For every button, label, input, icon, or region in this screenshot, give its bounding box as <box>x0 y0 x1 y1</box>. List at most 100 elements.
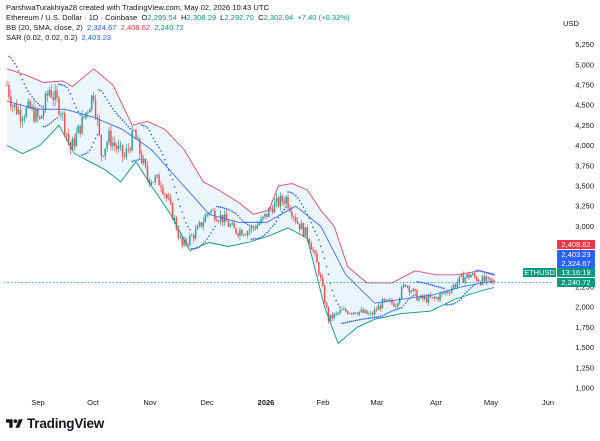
candle-body <box>206 214 208 216</box>
sar-dot <box>285 206 287 209</box>
sar-dot <box>52 120 54 122</box>
candle-body <box>183 239 185 246</box>
sar-legend-label[interactable]: SAR (0.02, 0.02, 0.2) <box>6 33 78 42</box>
sar-dot <box>291 192 293 194</box>
x-tick-label: May <box>484 398 498 407</box>
sar-dot <box>71 98 74 100</box>
candle-body <box>466 273 468 278</box>
candle-body <box>44 93 47 110</box>
candle-body <box>166 194 168 199</box>
x-tick-label: Apr <box>430 398 442 407</box>
close-value: 2,302.94 <box>263 13 294 22</box>
candle-body <box>398 298 401 304</box>
candle-body <box>485 276 488 282</box>
candle-body <box>364 310 366 313</box>
candle-body <box>308 238 310 243</box>
sar-dot <box>87 151 89 153</box>
candle-body <box>285 196 287 204</box>
sar-dot <box>341 322 343 325</box>
open-label: O <box>141 13 148 22</box>
sar-dot <box>310 221 312 224</box>
candle-body <box>366 310 368 315</box>
candle-body <box>52 97 54 100</box>
sar-dot <box>366 317 368 320</box>
candle-body <box>370 312 372 314</box>
sar-dot <box>33 98 35 100</box>
y-tick-label: 4,250 <box>575 121 594 130</box>
sar-dot <box>350 320 353 323</box>
sar-dot <box>373 316 376 319</box>
candle-body <box>487 276 489 278</box>
y-tick-label: 5,250 <box>575 40 594 49</box>
candle-body <box>300 223 303 230</box>
candle-body <box>179 236 181 238</box>
tradingview-brand-text: TradingView <box>27 416 105 431</box>
sar-dot <box>223 207 226 210</box>
sar-dot <box>312 226 314 229</box>
sar-dot <box>212 228 214 231</box>
sar-dot <box>206 238 208 240</box>
low-label: L <box>220 13 225 22</box>
sar-dot <box>308 217 311 220</box>
candle-body <box>229 224 232 227</box>
candle-body <box>219 214 222 222</box>
tradingview-footer: TradingView <box>6 416 104 431</box>
candle-body <box>108 130 110 143</box>
candle-body <box>452 284 455 289</box>
sar-dot <box>254 237 257 240</box>
price-label-text: ETHUSD <box>524 268 555 277</box>
sar-dot <box>481 270 484 273</box>
sar-dot <box>242 220 245 223</box>
bb-upper-line <box>6 68 495 284</box>
sar-dot <box>65 86 68 89</box>
candle-body <box>325 302 328 308</box>
attribution-line: ParshwaTurakhiya28 created with TradingV… <box>6 3 546 13</box>
open-value: 2,295.54 <box>147 13 177 22</box>
candle-body <box>217 221 220 222</box>
candle-body <box>158 174 160 186</box>
candle-body <box>169 198 172 204</box>
sar-dot <box>410 296 413 299</box>
candle-body <box>491 280 493 282</box>
sar-dot <box>479 270 482 272</box>
sar-dot <box>460 297 463 300</box>
candle-body <box>212 210 214 212</box>
sar-dot <box>375 316 378 318</box>
candle-body <box>331 314 334 319</box>
sar-dot <box>177 198 180 201</box>
sar-dot <box>344 321 347 324</box>
sar-dot <box>214 225 216 228</box>
candle-body <box>418 298 420 301</box>
sar-dot <box>448 303 451 306</box>
candle-body <box>38 117 41 119</box>
price-label-text: 13:16:19 <box>561 268 590 277</box>
candle-body <box>35 109 37 122</box>
sar-dot <box>437 286 439 288</box>
candle-body <box>56 90 58 98</box>
candle-body <box>431 296 434 298</box>
sar-dot <box>483 271 486 274</box>
bb-legend-label[interactable]: BB (20, SMA, close, 2) <box>6 23 83 32</box>
candle-body <box>117 145 120 149</box>
candle-body <box>393 303 395 307</box>
sar-dot <box>83 153 85 155</box>
symbol-title[interactable]: Ethereum / U.S. Dollar · 1D · Coinbase <box>6 13 138 22</box>
sar-dot <box>414 293 416 296</box>
candle-body <box>304 227 307 237</box>
sar-dot <box>381 315 384 317</box>
sar-dot <box>208 235 210 237</box>
x-tick-label: Oct <box>87 398 100 407</box>
sar-dot <box>277 216 280 219</box>
candle-body <box>83 116 85 118</box>
sar-dot <box>452 302 455 305</box>
sar-dot <box>19 73 22 76</box>
price-label-box <box>557 268 595 277</box>
candle-body <box>483 276 486 282</box>
sar-dot <box>439 286 441 289</box>
sar-dot <box>323 257 326 260</box>
candle-body <box>221 214 224 223</box>
sar-dot <box>468 288 470 291</box>
candle-body <box>139 138 141 155</box>
sar-dot <box>412 295 414 297</box>
